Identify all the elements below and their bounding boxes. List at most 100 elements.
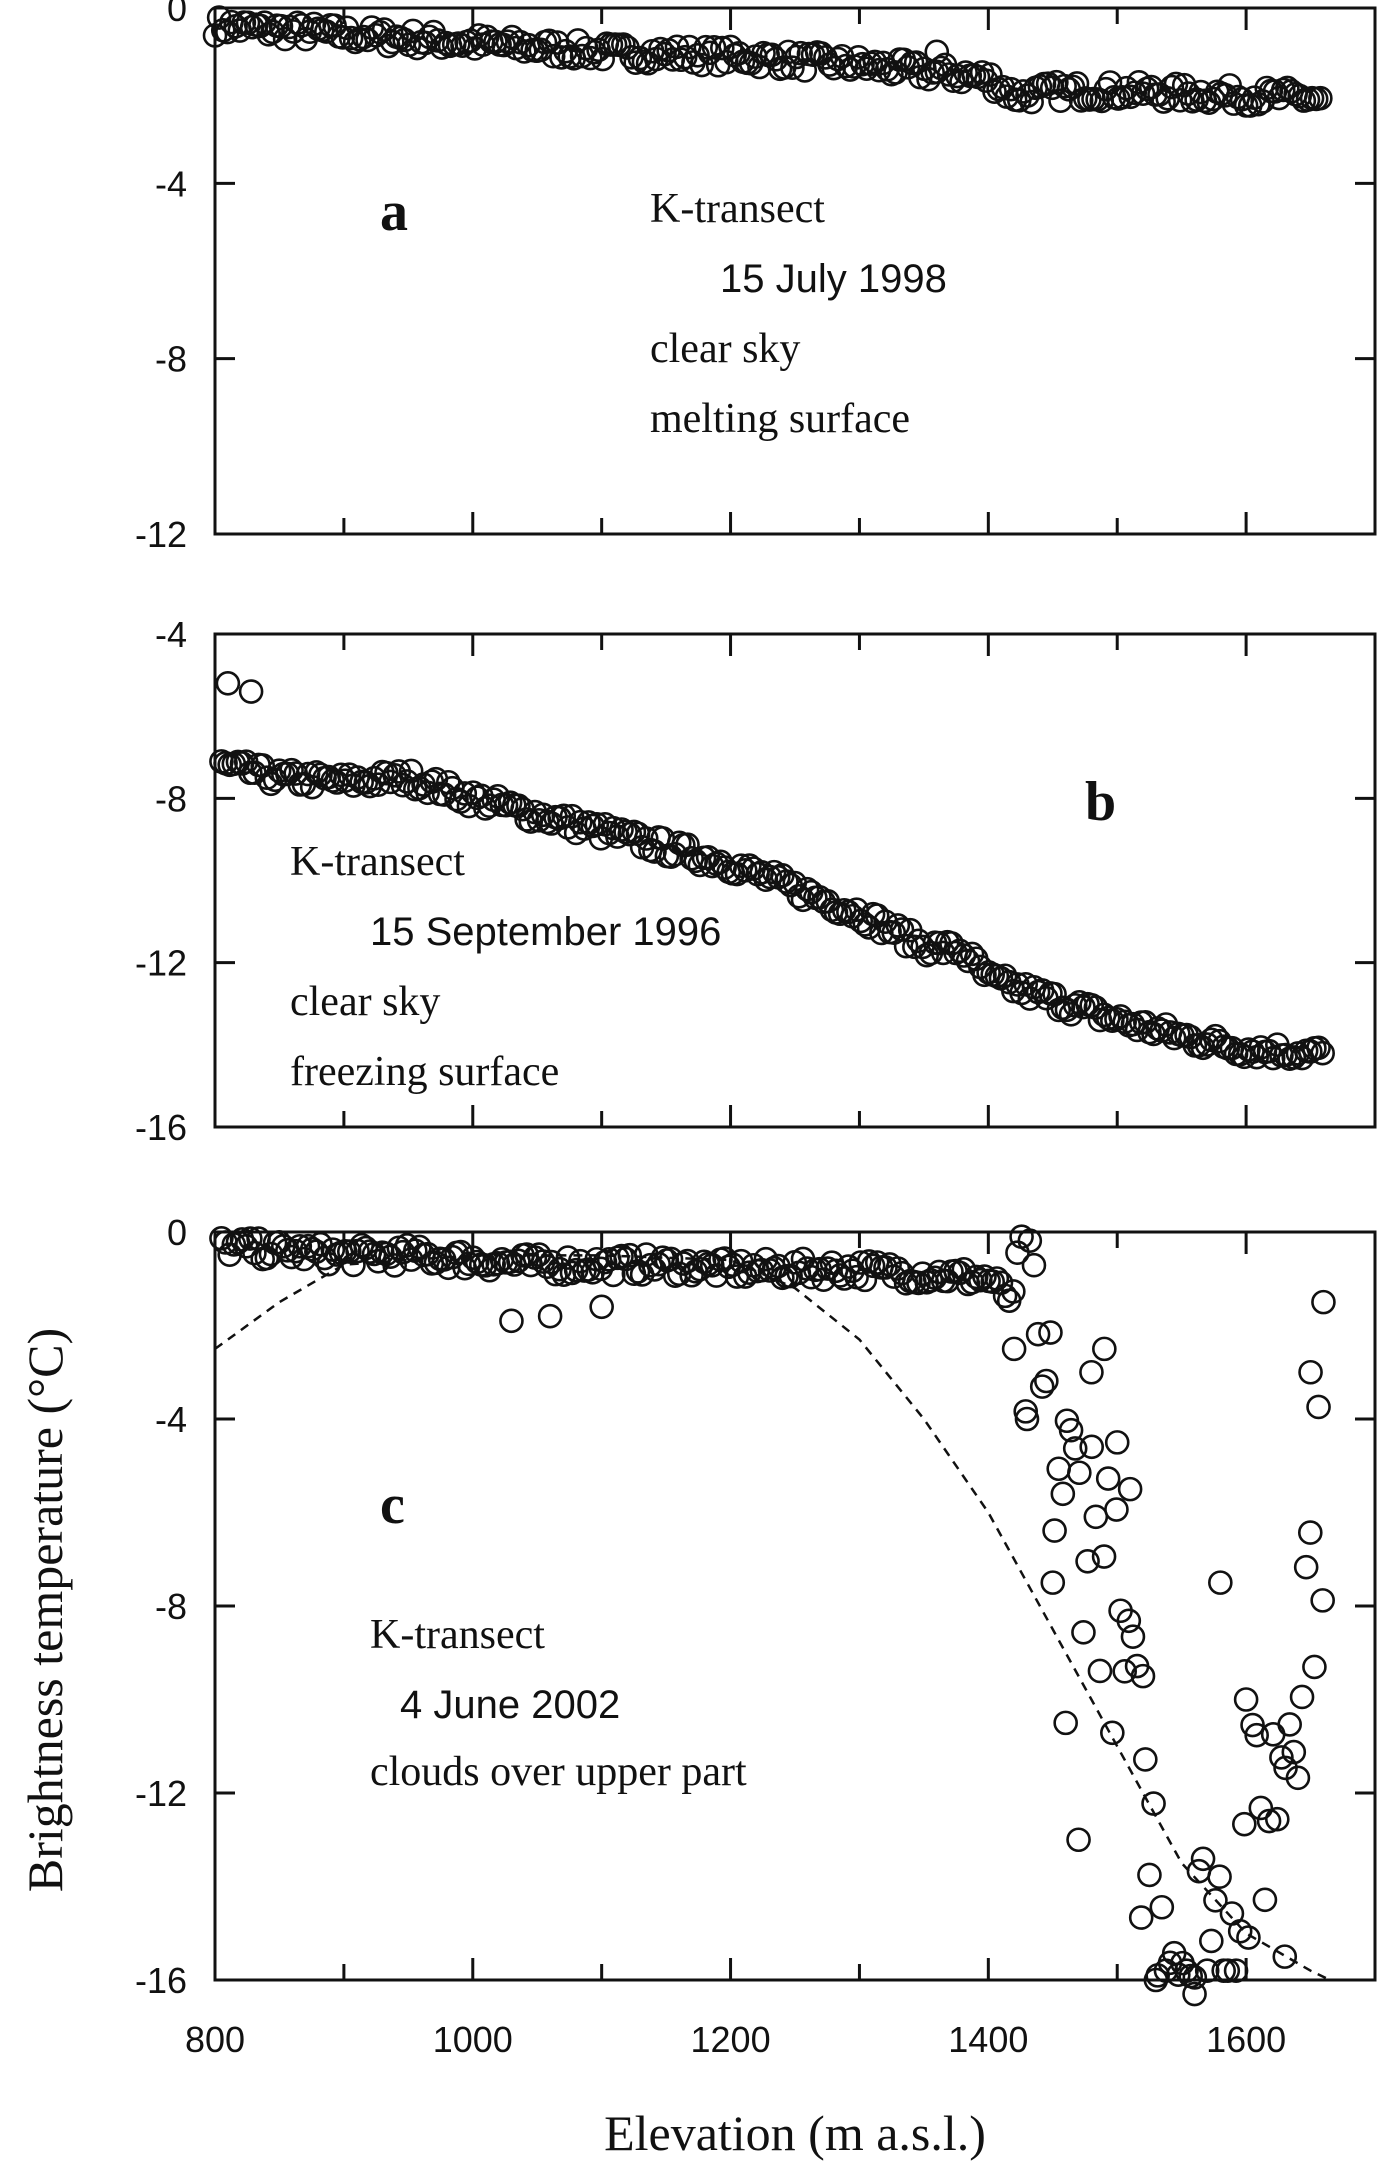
y-tick-label: -4 xyxy=(155,614,187,655)
data-point xyxy=(1126,69,1152,95)
data-point xyxy=(1137,1862,1162,1888)
data-point xyxy=(1260,1722,1286,1747)
data-point xyxy=(530,1249,556,1274)
data-point xyxy=(1275,75,1300,101)
data-point xyxy=(786,883,812,909)
data-point xyxy=(1203,1888,1228,1913)
y-tick-label: -16 xyxy=(135,1960,187,2001)
data-point xyxy=(1042,1518,1067,1543)
data-point xyxy=(701,35,727,60)
data-point xyxy=(1064,71,1090,96)
data-point xyxy=(506,793,531,818)
data-point xyxy=(1215,1958,1241,1983)
data-point xyxy=(757,864,783,890)
data-point xyxy=(433,30,459,56)
data-point xyxy=(1272,1944,1298,1969)
data-point xyxy=(390,772,416,798)
data-point xyxy=(1117,1476,1143,1502)
data-point xyxy=(854,56,879,81)
data-point xyxy=(578,45,603,71)
data-point xyxy=(1104,1430,1130,1455)
data-point xyxy=(611,32,636,57)
data-point xyxy=(215,670,241,696)
data-point xyxy=(1071,1620,1096,1645)
data-point xyxy=(1269,1745,1294,1770)
data-point xyxy=(918,1268,944,1293)
panel-b-annotation-2: 15 September 1996 xyxy=(370,910,721,954)
data-point xyxy=(382,1253,407,1278)
data-point xyxy=(1095,1466,1121,1491)
x-tick-label: 1200 xyxy=(691,2019,771,2060)
panel-c-annotation-1: K-transect xyxy=(370,1612,545,1658)
panel-c-frame xyxy=(213,1230,1377,1982)
data-point xyxy=(551,803,577,829)
data-point xyxy=(633,826,659,851)
data-point xyxy=(1236,1925,1261,1950)
data-point xyxy=(710,35,735,61)
data-point xyxy=(1256,1808,1282,1834)
data-point xyxy=(1001,1336,1027,1362)
data-point xyxy=(1143,1967,1169,1993)
y-tick-label: -12 xyxy=(135,1773,187,1814)
data-point xyxy=(794,876,820,902)
panel-c-letter: c xyxy=(380,1474,405,1536)
data-point xyxy=(1281,1045,1307,1070)
data-point xyxy=(1208,1570,1233,1595)
data-point xyxy=(1277,1712,1302,1737)
data-point xyxy=(1001,1279,1026,1304)
data-point xyxy=(759,42,785,68)
data-point xyxy=(1029,1374,1055,1399)
data-point xyxy=(984,963,1010,989)
y-tick-label: 0 xyxy=(167,1212,187,1253)
data-point xyxy=(1130,81,1156,106)
panel-a-annotation-2: 15 July 1998 xyxy=(720,257,947,301)
data-point xyxy=(559,803,585,829)
data-point xyxy=(893,933,919,959)
data-point xyxy=(1133,1747,1158,1772)
data-point xyxy=(1182,1981,1207,2007)
panel-b-annotation-3: clear sky xyxy=(290,979,440,1025)
data-point xyxy=(885,1256,911,1281)
data-point xyxy=(1310,1040,1335,1066)
data-point xyxy=(1019,89,1044,115)
panel-b-ticks: -4 -8 -12 -16 xyxy=(135,614,1375,1148)
data-point xyxy=(978,62,1003,87)
data-point xyxy=(951,943,977,968)
data-point xyxy=(1128,1905,1154,1930)
data-point xyxy=(959,941,985,967)
data-point xyxy=(1017,1228,1043,1253)
panel-a-frame xyxy=(213,6,1377,536)
data-point xyxy=(972,962,997,988)
data-point xyxy=(1053,1710,1078,1736)
data-point xyxy=(238,1226,263,1251)
data-point xyxy=(679,1262,704,1288)
data-point xyxy=(1079,1434,1105,1460)
data-point xyxy=(1159,74,1185,100)
data-point xyxy=(1050,1481,1076,1507)
x-tick-labels: 800 1000 1200 1400 1600 xyxy=(185,2019,1286,2060)
data-point xyxy=(753,1246,779,1272)
data-point xyxy=(1289,1684,1315,1710)
data-point xyxy=(732,857,758,883)
data-point xyxy=(1199,1928,1224,1954)
data-point xyxy=(415,780,440,806)
data-point xyxy=(609,1243,634,1269)
data-point xyxy=(394,769,420,794)
data-point xyxy=(658,1246,684,1272)
data-point xyxy=(337,1239,362,1264)
data-point xyxy=(1265,1806,1290,1832)
data-point xyxy=(1182,1965,1208,1990)
data-point xyxy=(1285,1765,1311,1791)
data-point xyxy=(1118,84,1143,110)
data-point xyxy=(1302,1654,1327,1680)
panel-b-annotation-4: freezing surface xyxy=(290,1049,559,1095)
data-point xyxy=(283,1238,308,1264)
data-point xyxy=(788,40,813,66)
data-point xyxy=(1207,1864,1232,1890)
data-point xyxy=(1062,1436,1088,1461)
data-point xyxy=(1025,1321,1051,1347)
panel-c-annotation-3: clouds over upper part xyxy=(370,1749,747,1795)
data-point xyxy=(1298,1359,1323,1385)
data-point xyxy=(1130,1663,1156,1689)
